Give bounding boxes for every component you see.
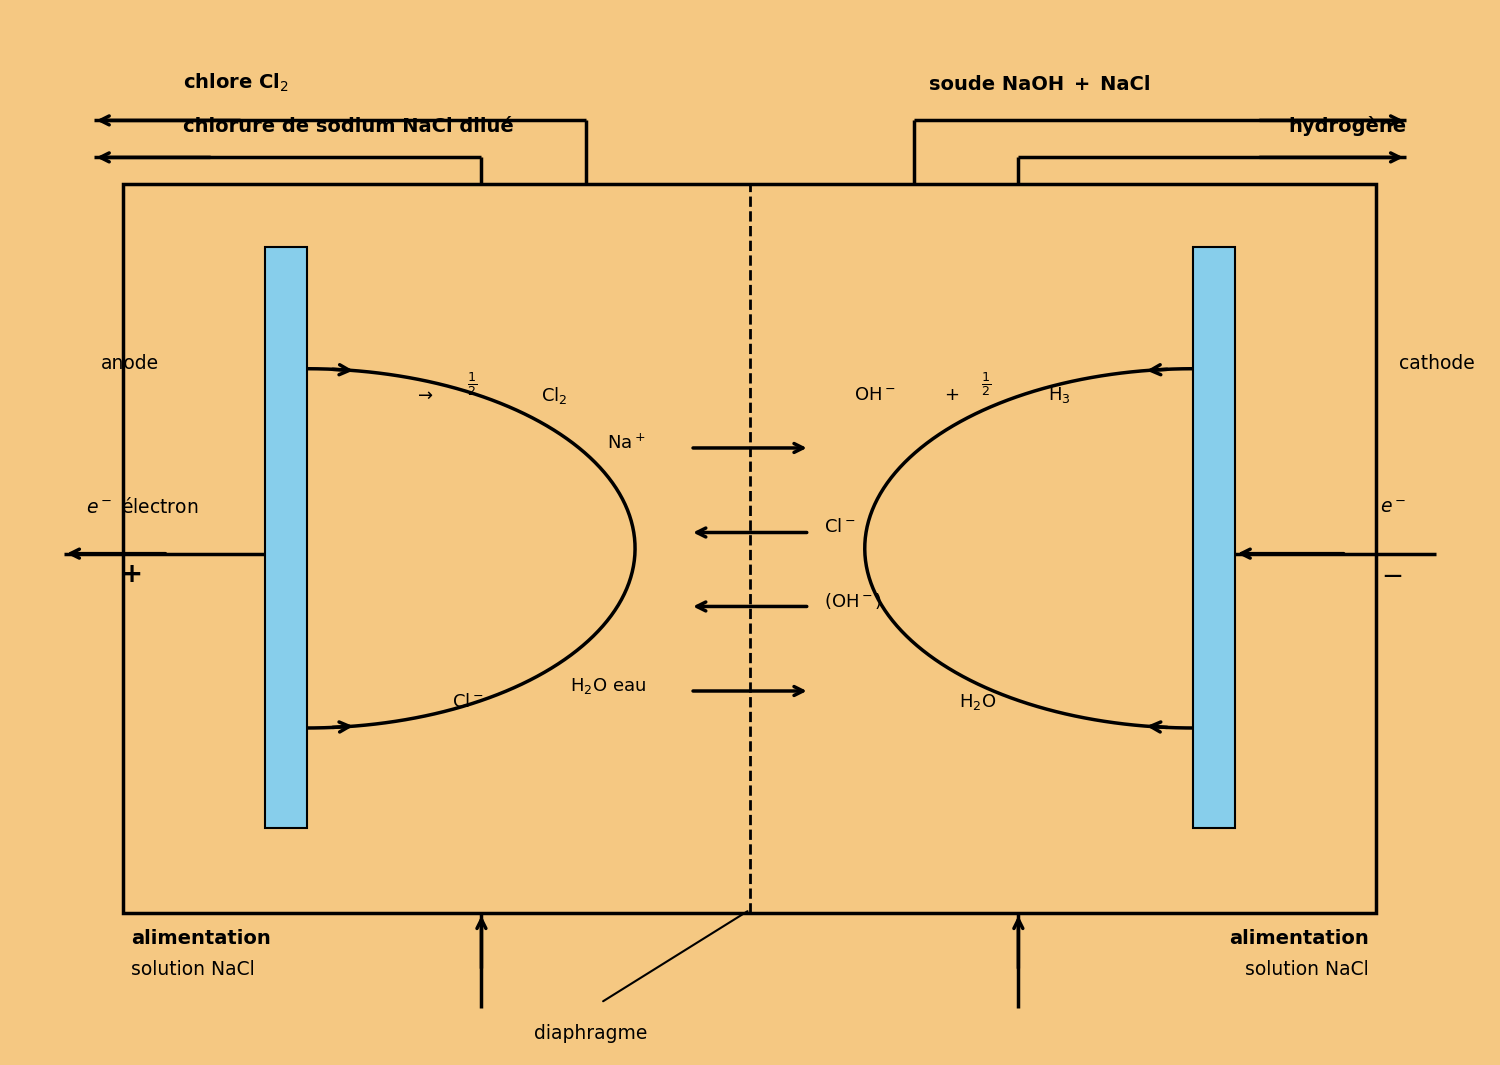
Text: anode: anode — [100, 354, 159, 373]
Bar — [266, 247, 308, 829]
Text: soude NaOH + NaCl: soude NaOH + NaCl — [928, 75, 1150, 94]
Text: $\frac{1}{2}$: $\frac{1}{2}$ — [466, 371, 477, 398]
Text: OH$^-$: OH$^-$ — [855, 387, 895, 404]
Text: (OH$^-$): (OH$^-$) — [825, 591, 884, 611]
Text: $\rightarrow$: $\rightarrow$ — [414, 387, 434, 404]
Text: diaphragme: diaphragme — [534, 1023, 646, 1043]
Text: alimentation: alimentation — [130, 929, 270, 948]
Text: chlore Cl$_2$: chlore Cl$_2$ — [183, 71, 288, 94]
Text: $e^-$ électron: $e^-$ électron — [86, 496, 198, 517]
Text: chlorure de sodium NaCl dilué: chlorure de sodium NaCl dilué — [183, 117, 514, 136]
Text: H$_2$O: H$_2$O — [958, 691, 996, 711]
Text: cathode: cathode — [1398, 354, 1474, 373]
Text: solution NaCl: solution NaCl — [130, 961, 255, 980]
Text: $\frac{1}{2}$: $\frac{1}{2}$ — [981, 371, 992, 398]
Text: +: + — [944, 387, 958, 404]
Text: $e^-$: $e^-$ — [1380, 497, 1406, 517]
Text: Na$^+$: Na$^+$ — [608, 433, 645, 453]
Bar — [1192, 247, 1234, 829]
Text: hydrogène: hydrogène — [1288, 116, 1406, 136]
Text: Cl$^-$: Cl$^-$ — [452, 692, 483, 710]
Text: $-$: $-$ — [1380, 561, 1402, 588]
Text: Cl$^-$: Cl$^-$ — [825, 519, 856, 536]
Text: alimentation: alimentation — [1228, 929, 1370, 948]
Text: H$_2$O eau: H$_2$O eau — [570, 675, 645, 695]
Text: +: + — [120, 561, 142, 588]
Text: H$_3$: H$_3$ — [1048, 386, 1071, 405]
Text: solution NaCl: solution NaCl — [1245, 961, 1370, 980]
Text: Cl$_2$: Cl$_2$ — [542, 384, 567, 406]
Bar — [123, 184, 1377, 913]
